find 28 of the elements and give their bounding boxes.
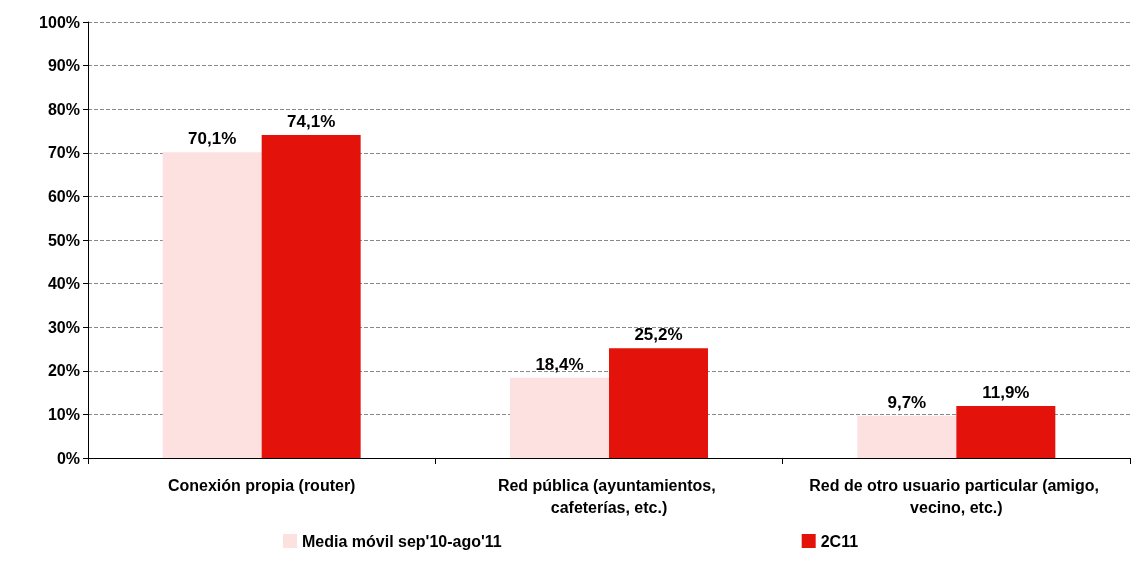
- y-tick-label: 40%: [47, 275, 80, 293]
- x-tick-label: Conexión propia (router): [167, 476, 356, 494]
- y-tick-label: 90%: [47, 57, 80, 75]
- bar: [261, 134, 361, 458]
- data-label: 11,9%: [982, 383, 1030, 403]
- y-tick-label: 20%: [47, 362, 80, 380]
- data-label: 25,2%: [634, 325, 683, 345]
- data-label: 9,7%: [887, 392, 927, 412]
- data-label: 18,4%: [535, 354, 584, 374]
- x-tick-label: Red de otro usuario particular (amigo, vecino, etc.): [809, 476, 1104, 516]
- data-label: 70,1%: [188, 129, 237, 149]
- bar: [956, 406, 1056, 458]
- bar: [510, 377, 609, 458]
- y-tick-label: 70%: [47, 144, 80, 162]
- data-label: 74,1%: [287, 111, 336, 131]
- bar: [857, 415, 957, 458]
- y-tick-label: 50%: [47, 231, 80, 249]
- legend-label: Media móvil sep'10-ago'11: [302, 532, 502, 550]
- bar: [609, 348, 708, 458]
- y-tick-label: 0%: [56, 449, 80, 467]
- y-tick-label: 80%: [47, 100, 80, 118]
- legend-label: 2C11: [820, 532, 859, 550]
- bar: [162, 152, 262, 458]
- y-tick-label: 100%: [39, 13, 80, 31]
- y-tick-label: 60%: [47, 187, 80, 205]
- y-tick-label: 10%: [47, 405, 80, 423]
- x-tick-label: Red pública (ayuntamientos, cafeterías, etc.): [497, 476, 721, 516]
- y-tick-label: 30%: [47, 318, 80, 336]
